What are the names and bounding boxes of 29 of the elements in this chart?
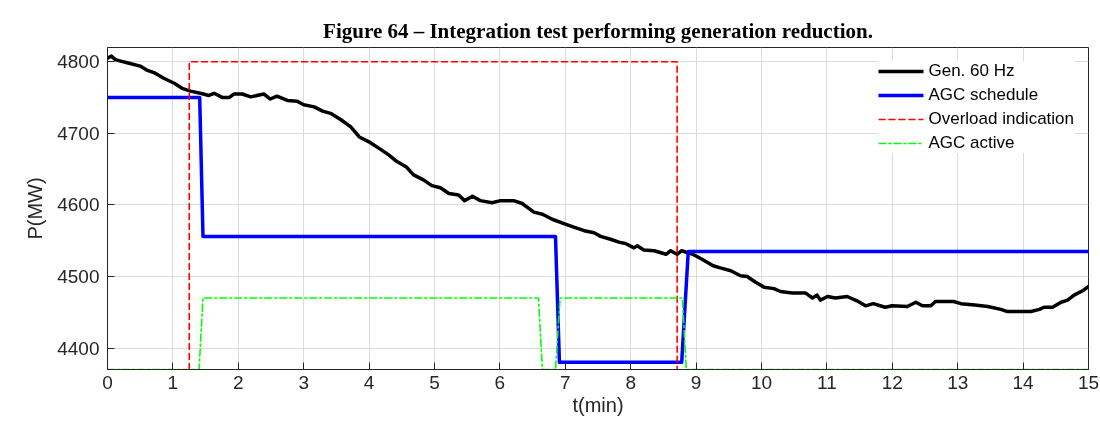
x-tick-label: 1 — [167, 371, 179, 393]
x-tick-label: 2 — [233, 371, 244, 393]
x-tick-label: 10 — [750, 371, 773, 393]
x-tick-label: 15 — [1077, 371, 1100, 393]
y-tick-label: 4800 — [57, 51, 100, 73]
chart-title: Figure 64 – Integration test performing generation reduction. — [323, 18, 873, 43]
x-axis-title: t(min) — [572, 393, 624, 416]
x-tick-label: 11 — [817, 371, 837, 393]
x-tick-label: 7 — [560, 371, 571, 393]
x-tick-label: 9 — [690, 371, 702, 393]
line-series — [107, 54, 1089, 314]
x-tick-label: 12 — [881, 371, 903, 393]
x-tick-label: 0 — [102, 371, 113, 393]
x-tick-label: 3 — [298, 371, 309, 393]
legend-label: Gen. 60 Hz — [928, 61, 1015, 81]
x-tick-label: 8 — [625, 371, 636, 393]
y-tick-label: 4700 — [57, 122, 100, 144]
y-axis-title: P(MW) — [24, 177, 47, 240]
y-tick-label: 4400 — [57, 337, 100, 359]
legend-label: Overload indication — [928, 109, 1074, 129]
legend-label: AGC schedule — [928, 85, 1039, 105]
y-tick-label: 4500 — [57, 265, 100, 287]
x-tick-label: 14 — [1012, 371, 1035, 393]
x-tick-label: 6 — [494, 371, 506, 393]
x-tick-label: 5 — [429, 371, 440, 393]
x-tick-label: 4 — [363, 371, 375, 393]
y-tick-label: 4600 — [57, 194, 100, 216]
x-tick-label: 13 — [947, 371, 969, 393]
legend-label: AGC active — [928, 133, 1015, 153]
